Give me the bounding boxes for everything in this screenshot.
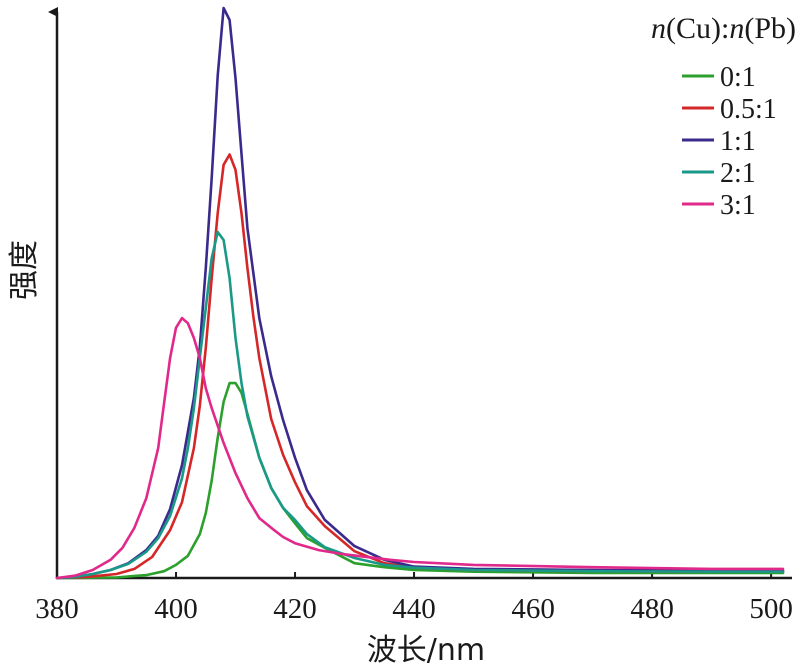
- series-line-3: [55, 230, 785, 580]
- x-tick-label: 400: [154, 593, 198, 625]
- y-axis-title: 强度: [7, 240, 42, 300]
- plot-lines: [55, 6, 785, 580]
- x-tick-label: 420: [273, 593, 317, 625]
- x-ticks: 380 400 420 440 460 480 500: [35, 572, 793, 625]
- legend-label: 0.5:1: [720, 94, 777, 125]
- series-line-2: [55, 6, 785, 580]
- legend-title: n(Cu):n(Pb): [651, 12, 796, 45]
- x-tick-label: 440: [392, 593, 436, 625]
- x-axis-title: 波长/nm: [367, 633, 485, 666]
- legend-label: 3:1: [720, 190, 756, 221]
- legend-label: 1:1: [720, 126, 756, 157]
- x-tick-label: 480: [630, 593, 674, 625]
- series-line-0: [55, 381, 785, 580]
- series-line-1: [55, 153, 785, 580]
- legend-label: 0:1: [720, 62, 756, 93]
- x-tick-label: 380: [35, 593, 79, 625]
- legend-title-part: n: [729, 12, 744, 45]
- legend-title-part: (Cu):: [666, 12, 729, 45]
- x-tick-label: 460: [511, 593, 555, 625]
- legend-title-part: n: [651, 12, 666, 45]
- legend-label: 2:1: [720, 158, 756, 189]
- axes: [48, 7, 792, 580]
- x-tick-label: 500: [749, 593, 793, 625]
- legend-title-part: (Pb): [744, 12, 796, 45]
- legend: 0:10.5:11:12:13:1: [682, 62, 777, 221]
- series-line-4: [55, 316, 785, 580]
